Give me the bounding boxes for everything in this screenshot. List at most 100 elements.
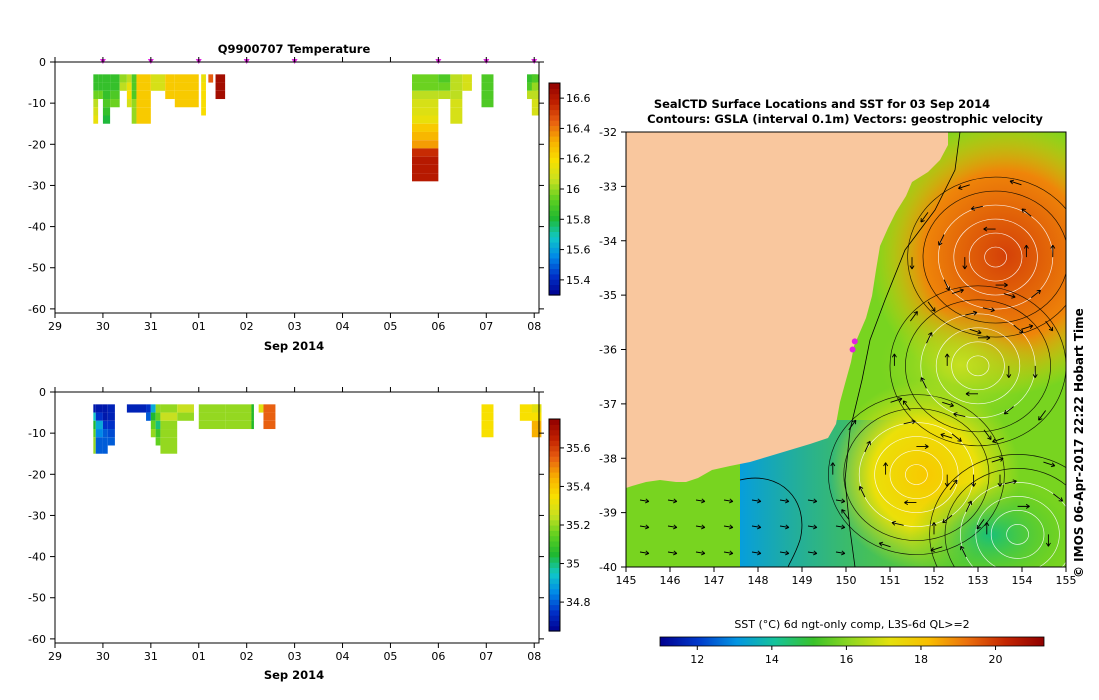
colorbar-swatch — [549, 583, 560, 590]
velocity-vector — [848, 419, 857, 431]
gsla-contour — [984, 246, 1007, 268]
sst-colorbar-tick-label: 14 — [765, 653, 779, 666]
data-cell — [102, 90, 111, 100]
data-cell — [412, 140, 439, 149]
data-cell — [146, 404, 151, 413]
data-cell — [93, 404, 96, 413]
data-cell — [93, 429, 96, 438]
data-cell — [107, 437, 115, 446]
temperature-section-plot: Q9900707 Temperature 29 30 31 01 02 03 04 05 06 0… — [28, 42, 590, 353]
data-cell — [131, 90, 137, 100]
data-cell — [126, 404, 147, 413]
colorbar-swatch — [549, 551, 560, 558]
data-cell — [98, 90, 103, 100]
x-tick-label: 02 — [240, 650, 254, 663]
colorbar-swatch — [549, 477, 560, 484]
colorbar-swatch — [549, 482, 560, 489]
gsla-contour — [953, 218, 1038, 296]
velocity-vector — [779, 550, 790, 556]
data-cell — [102, 107, 111, 116]
velocity-vector — [695, 550, 706, 556]
colorbar-swatch — [549, 136, 560, 142]
colorbar-swatch — [549, 493, 560, 500]
colorbar-swatch — [549, 424, 560, 431]
x-tick-label: 06 — [431, 650, 445, 663]
velocity-vector — [1003, 293, 1016, 299]
velocity-vector — [965, 310, 978, 316]
velocity-vector — [891, 353, 897, 366]
data-cell — [165, 82, 175, 91]
velocity-vector — [920, 212, 929, 223]
velocity-vector — [858, 485, 866, 498]
velocity-vector — [969, 328, 982, 335]
velocity-vector — [904, 500, 917, 506]
data-cell — [110, 99, 120, 108]
data-cell — [263, 404, 276, 413]
y-tick-label: -40 — [28, 551, 46, 564]
velocity-vector — [667, 524, 678, 530]
data-cell — [481, 429, 494, 438]
x-tick-label: 05 — [383, 650, 397, 663]
data-cell — [412, 90, 439, 100]
colorbar-tick-label: 15.6 — [566, 244, 591, 257]
gsla-contour — [739, 477, 803, 567]
data-cell — [110, 90, 120, 100]
data-cell — [136, 107, 151, 116]
colorbar-swatch — [549, 461, 560, 468]
data-cell — [450, 82, 463, 91]
velocity-vector — [903, 419, 916, 425]
lon-tick-label: 151 — [880, 574, 901, 587]
lon-tick-label: 146 — [660, 574, 681, 587]
velocity-vector — [835, 524, 846, 530]
map-latitude-axis: -32 -33 -34 -35 -36 -37 -38 -39 -40 — [599, 126, 626, 574]
data-cell — [155, 420, 161, 430]
data-cell — [131, 115, 137, 124]
velocity-vector — [930, 546, 943, 552]
velocity-vector — [1032, 365, 1038, 379]
australia-land — [626, 132, 948, 488]
colorbar-swatch — [549, 220, 560, 227]
gsla-contour — [922, 190, 1066, 324]
x-tick-label: 01 — [192, 650, 206, 663]
gsla-contour — [828, 394, 1005, 555]
data-cell — [102, 404, 108, 413]
data-cell — [160, 445, 178, 454]
velocity-vector — [1050, 244, 1056, 258]
data-cell — [251, 412, 254, 421]
colorbar-swatch — [549, 236, 560, 243]
sst-colorbar-tick-label: 16 — [839, 653, 853, 666]
data-cell — [131, 107, 137, 116]
velocity-vector — [1030, 289, 1042, 299]
velocity-vector — [944, 353, 950, 366]
gsla-contour — [874, 436, 959, 513]
data-cell — [93, 115, 99, 124]
colorbar-swatch — [549, 204, 560, 211]
data-cell — [201, 90, 206, 100]
velocity-vector — [723, 550, 734, 556]
colorbar-swatch — [549, 429, 560, 436]
data-cell — [119, 82, 127, 91]
velocity-vector — [938, 234, 945, 246]
x-tick-label: 08 — [527, 650, 541, 663]
velocity-vector — [835, 498, 846, 504]
velocity-vector — [1038, 410, 1046, 421]
data-cell — [95, 429, 103, 438]
data-cell — [102, 82, 111, 91]
velocity-vector — [944, 474, 950, 487]
velocity-vector — [807, 550, 818, 556]
y-tick-label: 0 — [39, 56, 46, 69]
y-tick-label: -60 — [28, 303, 46, 316]
data-cell — [102, 420, 108, 430]
sst-colorbar-ticks: 12 14 16 18 20 — [690, 646, 1003, 666]
velocity-vector — [878, 541, 891, 548]
gsla-contour — [929, 454, 1066, 567]
data-cell — [462, 82, 472, 91]
velocity-vector — [983, 226, 996, 232]
data-cell — [160, 412, 178, 421]
colorbar-swatch — [549, 572, 560, 579]
data-cell — [215, 74, 226, 83]
data-cell — [155, 437, 161, 446]
mid-eddy — [880, 305, 1040, 425]
colorbar-swatch — [549, 509, 560, 515]
data-cell — [481, 420, 494, 430]
